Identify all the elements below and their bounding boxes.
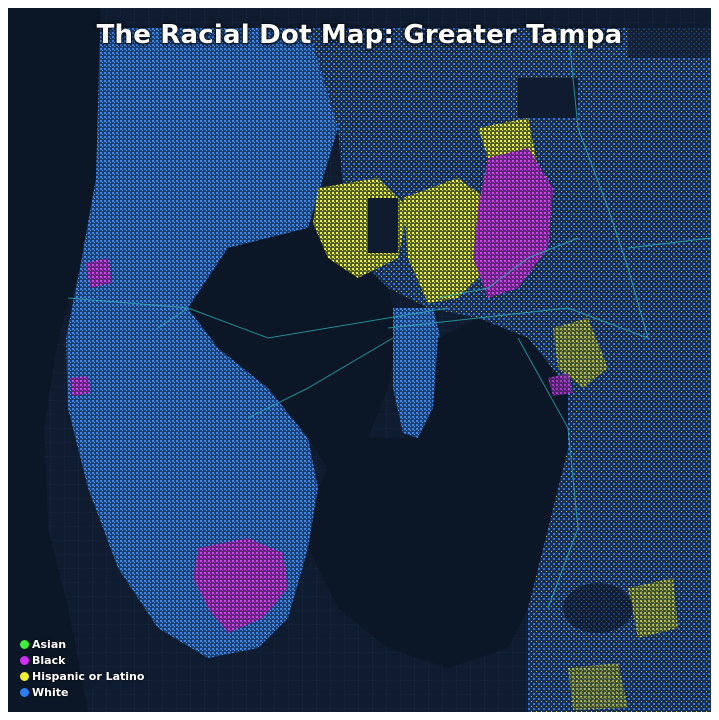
legend-item-white: White [20,684,144,700]
interbay-peninsula [393,308,443,438]
black-cluster-largo [70,376,90,396]
hillsborough-bay [308,318,568,668]
black-cluster-st-pete [193,538,288,633]
legend-swatch-white [20,687,29,697]
dark-parkland-3 [628,28,711,58]
map-frame: The Racial Dot Map: Greater Tampa Asian … [8,8,711,712]
old-tampa-bay [188,228,398,468]
black-cluster-clearwater [86,258,112,288]
legend-label-white: White [32,685,69,699]
hispanic-cluster-east [553,318,608,388]
legend-swatch-black [20,655,29,665]
legend-label-black: Black [32,653,66,667]
lake-south [563,583,633,633]
legend: Asian Black Hispanic or Latino White [20,636,144,700]
legend-label-asian: Asian [32,637,67,651]
gulf-of-mexico [8,8,103,712]
hispanic-cluster-south [568,663,628,710]
dark-parkland-2 [518,78,578,118]
black-cluster-east-tampa [473,148,553,298]
dot-map [8,8,711,712]
legend-label-hispanic: Hispanic or Latino [32,669,145,683]
hispanic-cluster-sse [628,578,678,638]
black-cluster-ne [548,373,573,396]
legend-swatch-hispanic [20,671,29,681]
legend-swatch-asian [20,639,29,649]
map-title: The Racial Dot Map: Greater Tampa [96,20,623,50]
legend-item-black: Black [20,652,144,668]
dark-parkland-1 [368,198,398,253]
legend-item-asian: Asian [20,636,144,652]
pinellas-peninsula [66,28,338,658]
hispanic-cluster-north [403,178,498,303]
legend-item-hispanic: Hispanic or Latino [20,668,144,684]
major-roads [67,27,711,609]
